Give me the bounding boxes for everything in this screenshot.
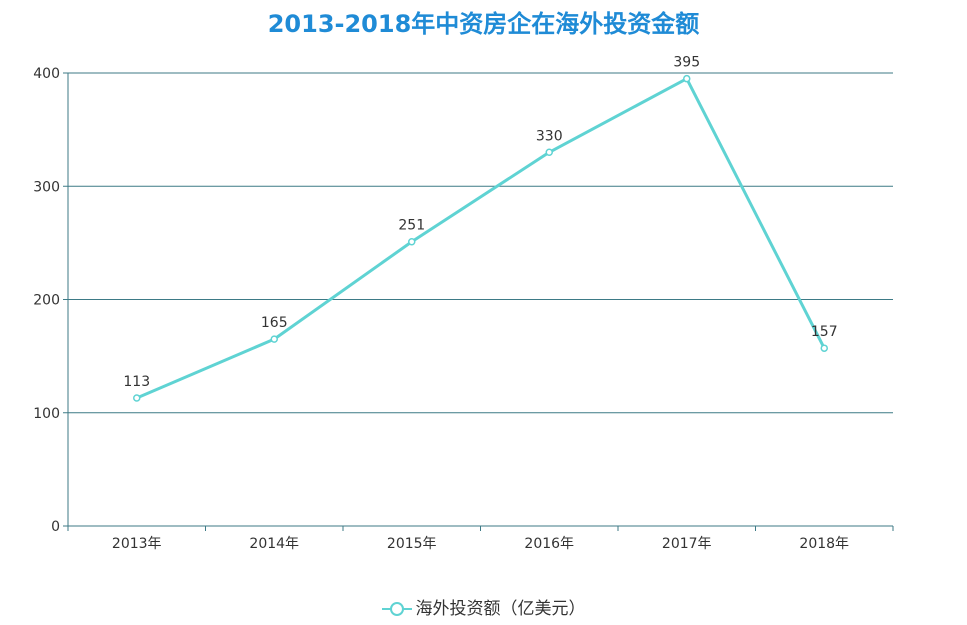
series-layer (133, 74, 828, 402)
data-label: 395 (673, 55, 700, 71)
data-point (683, 74, 691, 83)
data-label: 165 (261, 315, 288, 331)
data-label: 113 (123, 374, 150, 390)
y-tick-label: 300 (33, 179, 60, 195)
legend-label: 海外投资额（亿美元） (415, 599, 586, 619)
y-tick-label: 400 (33, 66, 60, 82)
legend[interactable]: 海外投资额（亿美元） (0, 594, 967, 619)
x-tick-label: 2014年 (249, 536, 299, 552)
data-point (133, 394, 141, 402)
data-label: 330 (536, 128, 563, 144)
data-point (820, 344, 828, 352)
data-label: 251 (398, 218, 425, 234)
x-tick-label: 2013年 (112, 536, 162, 552)
data-point (545, 148, 553, 157)
x-tick-label: 2018年 (799, 536, 849, 552)
data-label: 157 (811, 324, 838, 340)
data-point (408, 237, 416, 246)
x-tick-label: 2016年 (524, 536, 574, 552)
y-tick-label: 0 (51, 519, 60, 535)
data-point (270, 335, 278, 343)
series-line (136, 77, 826, 400)
grid-lines (68, 72, 893, 414)
legend-line-marker-icon (381, 602, 412, 616)
x-tick-label: 2017年 (662, 536, 712, 552)
x-tick-label: 2015年 (387, 536, 437, 552)
data-labels: 113 165 251 330 395 157 (123, 55, 837, 390)
axes: 0 100 200 300 400 2013年 2014年 2015年 2016年 2017年 20… (33, 66, 894, 552)
chart-title: 2013-2018年中资房企在海外投资金额 (267, 10, 700, 38)
y-tick-label: 200 (33, 293, 60, 309)
y-tick-label: 100 (33, 406, 60, 422)
